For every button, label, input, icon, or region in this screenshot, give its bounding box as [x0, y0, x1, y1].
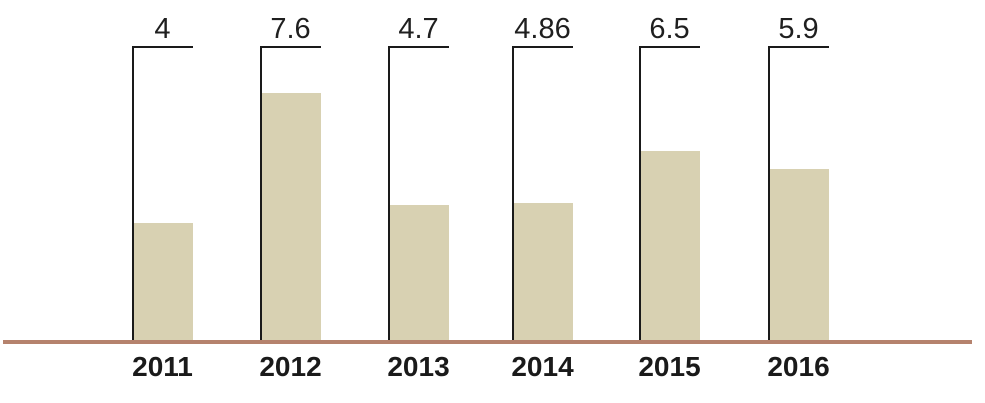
- bar-value-label: 5.9: [778, 13, 819, 45]
- bar-frame-left-line: [132, 46, 134, 340]
- bar-group: 7.6 2012: [259, 0, 322, 403]
- bar-frame-top-line: [388, 46, 449, 48]
- bar-frame-left-line: [388, 46, 390, 340]
- x-axis-tick-label: 2013: [387, 351, 450, 382]
- bar-frame-left-line: [260, 46, 262, 340]
- bar-frame-left-line: [768, 46, 770, 340]
- bar-frame-left-line: [512, 46, 514, 340]
- bar-group: 4.86 2014: [511, 0, 574, 403]
- bar-value-label: 7.6: [270, 13, 311, 45]
- x-axis-tick-label: 2015: [638, 351, 701, 382]
- bar-frame-top-line: [768, 46, 829, 48]
- bar: [512, 203, 573, 340]
- bar-value-label: 4.7: [398, 13, 439, 45]
- bar: [768, 169, 829, 340]
- bar: [388, 205, 449, 340]
- bar-frame-top-line: [639, 46, 700, 48]
- bar-group: 4.7 2013: [387, 0, 450, 403]
- bar: [132, 223, 193, 340]
- bar-value-label: 6.5: [649, 13, 690, 45]
- bar-value-label: 4.86: [514, 13, 571, 45]
- bar-frame-top-line: [260, 46, 321, 48]
- bar-frame-left-line: [639, 46, 641, 340]
- x-axis-tick-label: 2014: [511, 351, 574, 382]
- bar: [260, 93, 321, 340]
- bar-frame-top-line: [132, 46, 193, 48]
- bar-group: 4 2011: [132, 0, 193, 403]
- bar-group: 6.5 2015: [638, 0, 701, 403]
- x-axis-line: [3, 340, 972, 344]
- bar-frame-top-line: [512, 46, 573, 48]
- bar-group: 5.9 2016: [767, 0, 830, 403]
- bar-value-label: 4: [154, 13, 171, 45]
- x-axis-tick-label: 2016: [767, 351, 830, 382]
- bar: [639, 151, 700, 340]
- x-axis-tick-label: 2012: [259, 351, 322, 382]
- x-axis-tick-label: 2011: [132, 351, 193, 382]
